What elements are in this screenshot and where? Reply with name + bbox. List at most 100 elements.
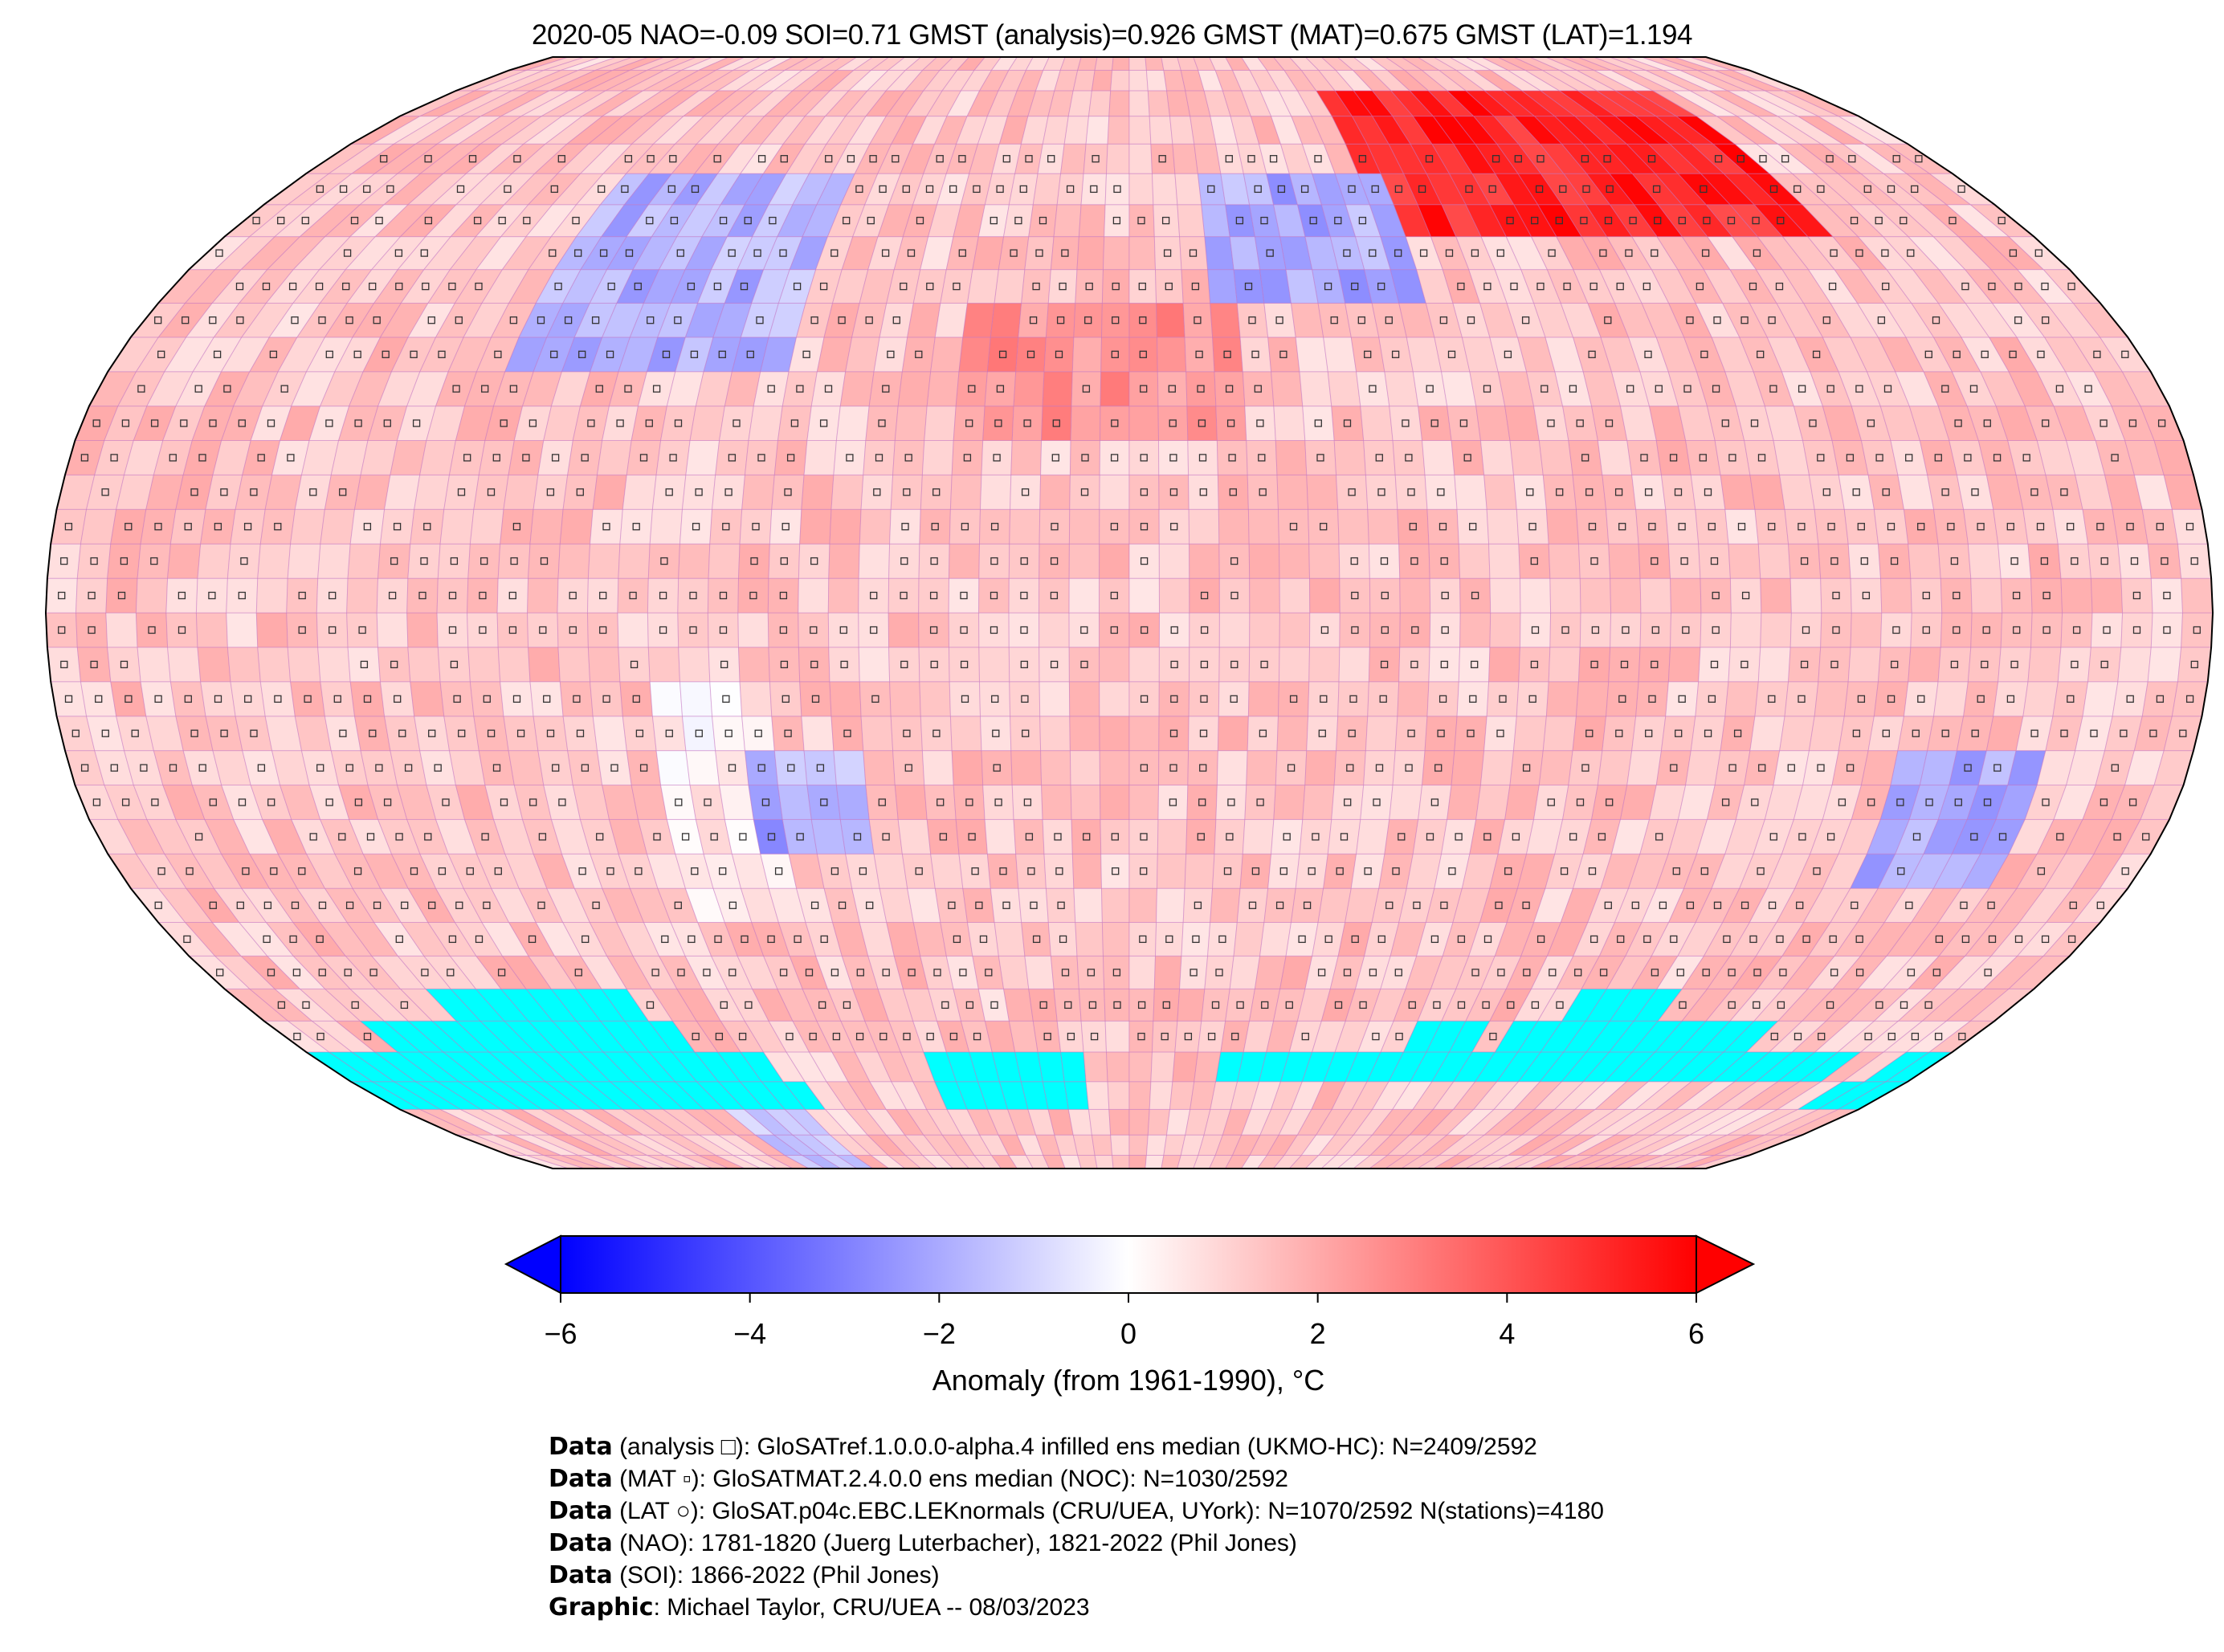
mat-marker — [2090, 729, 2098, 737]
mat-marker — [1351, 591, 1359, 600]
mat-marker — [351, 1001, 359, 1010]
mat-marker — [1864, 1032, 1872, 1041]
mat-marker — [369, 969, 377, 977]
mat-marker — [169, 764, 178, 772]
mat-marker — [900, 591, 908, 600]
mat-marker — [316, 935, 324, 944]
mat-marker — [1622, 626, 1630, 634]
mat-marker — [2100, 660, 2108, 669]
mat-marker — [635, 729, 644, 737]
mat-marker — [1496, 729, 1504, 737]
mat-marker — [1961, 935, 1970, 944]
mat-marker — [448, 591, 457, 600]
mat-marker — [1721, 798, 1730, 806]
mat-marker — [659, 591, 667, 600]
mat-marker — [596, 833, 604, 841]
mat-marker — [1351, 935, 1359, 944]
colorbar-tick-label: −4 — [733, 1317, 767, 1350]
mat-marker — [1139, 935, 1147, 944]
mat-marker — [904, 764, 912, 772]
mat-marker — [1200, 626, 1209, 634]
mat-marker — [715, 1032, 724, 1041]
mat-marker — [2060, 729, 2068, 737]
mat-marker — [1672, 867, 1680, 875]
mat-marker — [1897, 867, 1905, 875]
mat-marker — [1983, 798, 1992, 806]
mat-marker — [741, 935, 749, 944]
mat-marker — [2128, 798, 2137, 806]
mat-marker — [328, 591, 337, 600]
mat-marker — [1723, 935, 1731, 944]
mat-marker — [236, 901, 244, 909]
mat-marker — [1343, 969, 1352, 977]
mat-marker — [1960, 901, 1968, 909]
mat-marker — [1768, 901, 1777, 909]
mat-marker — [2113, 833, 2121, 841]
mat-marker — [576, 729, 585, 737]
mat-marker — [724, 729, 732, 737]
mat-marker — [1030, 901, 1038, 909]
footer-line-text: (analysis □): GloSATref.1.0.0.0-alpha.4 … — [612, 1434, 1537, 1460]
mat-marker — [839, 626, 847, 634]
mat-marker — [183, 935, 191, 944]
mat-marker — [830, 867, 839, 875]
mat-marker — [90, 660, 98, 669]
mat-marker — [1617, 935, 1625, 944]
mat-marker — [1112, 969, 1121, 977]
mat-marker — [1054, 833, 1062, 841]
mat-marker — [689, 626, 697, 634]
mat-marker — [1090, 1032, 1099, 1041]
mat-marker — [539, 626, 547, 634]
mat-marker — [466, 867, 474, 875]
mat-marker — [500, 798, 508, 806]
mat-marker — [866, 901, 874, 909]
mat-marker — [840, 660, 848, 669]
mat-marker — [2072, 626, 2081, 634]
mat-marker — [395, 935, 403, 944]
mat-marker — [1161, 1032, 1169, 1041]
mat-marker — [1753, 1001, 1761, 1010]
mat-marker — [787, 764, 795, 772]
mat-marker — [714, 935, 722, 944]
mat-marker — [1867, 798, 1875, 806]
mat-marker — [1050, 660, 1059, 669]
mat-marker — [1002, 901, 1010, 909]
mat-marker — [1855, 935, 1863, 944]
mat-marker — [398, 729, 406, 737]
mat-marker — [870, 591, 878, 600]
mat-marker — [80, 764, 89, 772]
mat-marker — [843, 1001, 851, 1010]
mat-marker — [92, 798, 101, 806]
mat-marker — [990, 1001, 998, 1010]
mat-marker — [270, 867, 278, 875]
mat-marker — [1887, 1032, 1896, 1041]
mat-marker — [933, 969, 941, 977]
mat-marker — [1170, 626, 1178, 634]
mat-marker — [267, 798, 275, 806]
mat-marker — [1194, 901, 1202, 909]
mat-marker — [1768, 695, 1776, 703]
mat-marker — [719, 867, 727, 875]
mat-marker — [375, 764, 383, 772]
mat-marker — [2041, 935, 2050, 944]
mat-marker — [639, 764, 648, 772]
mat-marker — [1169, 729, 1178, 737]
mat-marker — [1851, 901, 1859, 909]
mat-marker — [838, 901, 847, 909]
mat-marker — [674, 901, 682, 909]
mat-marker — [1924, 1001, 1932, 1010]
mat-marker — [274, 695, 282, 703]
mat-marker — [651, 969, 659, 977]
mat-marker — [1574, 969, 1582, 977]
mat-marker — [1303, 901, 1312, 909]
mat-marker — [1087, 969, 1096, 977]
mat-marker — [363, 695, 372, 703]
mat-marker — [632, 695, 640, 703]
mat-marker — [1530, 660, 1539, 669]
mat-marker — [316, 764, 324, 772]
mat-marker — [1891, 660, 1899, 669]
mat-marker — [1712, 626, 1720, 634]
mat-marker — [1599, 969, 1608, 977]
mat-marker — [154, 901, 162, 909]
mat-marker — [1604, 901, 1612, 909]
